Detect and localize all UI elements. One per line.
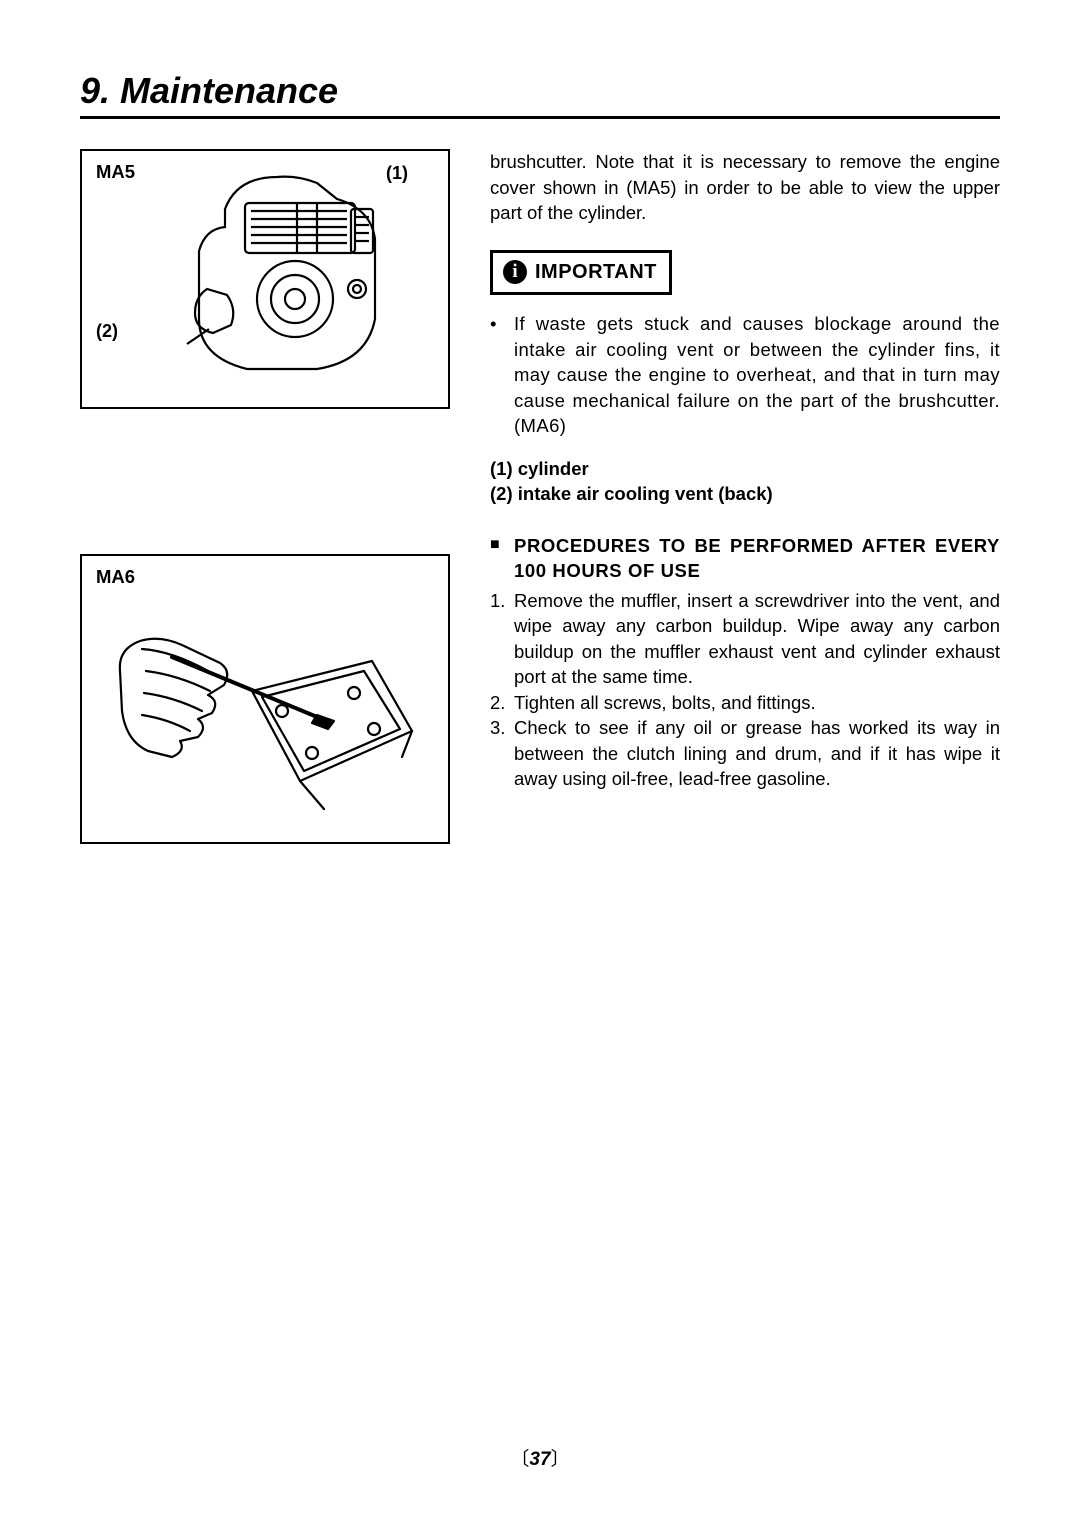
bullet-mark: • <box>490 311 514 439</box>
important-bullet-text: If waste gets stuck and causes blockage … <box>514 311 1000 439</box>
important-box: i IMPORTANT <box>490 250 672 296</box>
figure-ma6-label: MA6 <box>96 566 135 588</box>
procedure-item-3: 3. Check to see if any oil or grease has… <box>490 715 1000 792</box>
legend-block: (1) cylinder (2) intake air cooling vent… <box>490 457 1000 507</box>
procedure-text-1: Remove the muffler, insert a screwdriver… <box>514 588 1000 690</box>
square-bullet-icon: ■ <box>490 533 514 584</box>
left-column: MA5 (1) (2) <box>80 149 450 874</box>
figure-ma6: MA6 <box>80 554 450 844</box>
procedure-item-1: 1. Remove the muffler, insert a screwdri… <box>490 588 1000 690</box>
intro-paragraph: brushcutter. Note that it is necessary t… <box>490 149 1000 226</box>
legend-line-1: (1) cylinder <box>490 457 1000 482</box>
procedure-list: 1. Remove the muffler, insert a screwdri… <box>490 588 1000 792</box>
important-bullet: • If waste gets stuck and causes blockag… <box>490 311 1000 439</box>
list-number: 1. <box>490 588 514 690</box>
section-title: PROCEDURES TO BE PERFORMED AFTER EVERY 1… <box>514 533 1000 584</box>
hand-screwdriver-icon <box>112 601 422 821</box>
section-header: ■ PROCEDURES TO BE PERFORMED AFTER EVERY… <box>490 533 1000 584</box>
list-number: 2. <box>490 690 514 716</box>
info-icon: i <box>503 260 527 284</box>
legend-line-2: (2) intake air cooling vent (back) <box>490 482 1000 507</box>
chapter-title: 9. Maintenance <box>80 70 1000 119</box>
figure-ma5-callout-2: (2) <box>96 321 118 342</box>
figure-ma5: MA5 (1) (2) <box>80 149 450 409</box>
page-number: 〔37〕 <box>0 1444 1080 1471</box>
list-number: 3. <box>490 715 514 792</box>
procedure-item-2: 2. Tighten all screws, bolts, and fittin… <box>490 690 1000 716</box>
important-label: IMPORTANT <box>535 259 657 287</box>
procedure-text-3: Check to see if any oil or grease has wo… <box>514 715 1000 792</box>
figure-ma5-label: MA5 <box>96 161 135 183</box>
right-column: brushcutter. Note that it is necessary t… <box>490 149 1000 874</box>
engine-diagram-icon <box>147 169 407 389</box>
content-row: MA5 (1) (2) <box>80 149 1000 874</box>
page-number-value: 37 <box>529 1449 550 1470</box>
procedure-text-2: Tighten all screws, bolts, and fittings. <box>514 690 1000 716</box>
